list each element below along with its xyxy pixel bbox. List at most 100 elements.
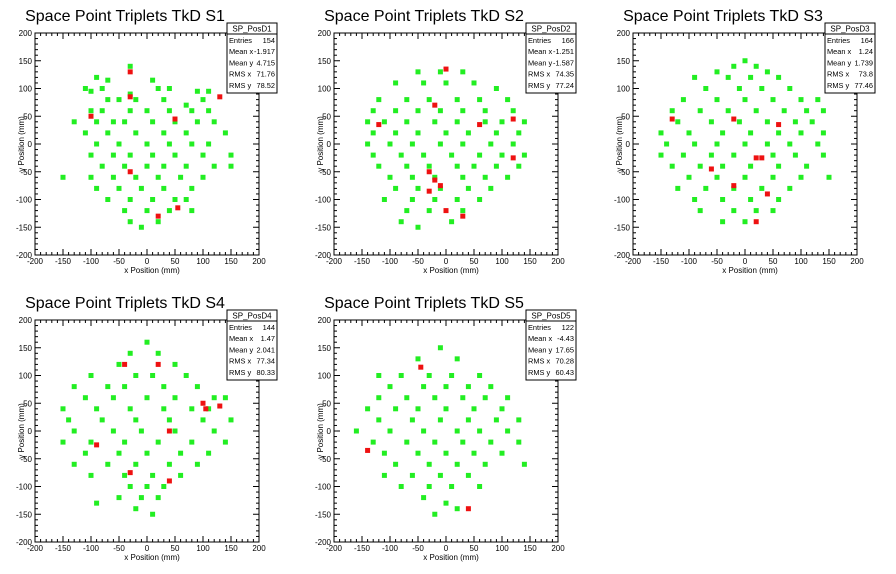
y-tick-label: 200 xyxy=(318,29,332,38)
data-bin-high xyxy=(127,169,133,175)
data-bin xyxy=(161,130,167,136)
y-tick-label: 100 xyxy=(19,372,33,381)
y-tick-label: 0 xyxy=(28,140,33,149)
data-bin xyxy=(736,119,742,125)
data-bin xyxy=(720,219,726,225)
x-tick-label: -50 xyxy=(113,544,125,553)
data-bins xyxy=(60,339,234,517)
stats-value: 80.33 xyxy=(257,368,276,377)
x-axis-label: x Position (mm) xyxy=(124,266,180,275)
data-bin xyxy=(376,163,382,169)
data-bin xyxy=(680,152,686,158)
data-bin xyxy=(127,63,133,69)
stats-label: RMS x xyxy=(827,70,849,79)
data-bin xyxy=(770,174,776,180)
data-bin xyxy=(200,97,206,103)
data-bin xyxy=(206,108,212,114)
x-tick-label: 50 xyxy=(470,257,479,266)
data-bin xyxy=(488,439,494,445)
x-tick-label: 200 xyxy=(551,544,565,553)
data-bin xyxy=(731,63,737,69)
data-bin xyxy=(222,439,228,445)
data-bin xyxy=(432,511,438,517)
data-bin xyxy=(415,224,421,230)
data-bin-high xyxy=(365,447,371,453)
data-bin xyxy=(460,395,466,401)
data-bin xyxy=(381,450,387,456)
data-bin xyxy=(776,74,782,80)
data-bin xyxy=(387,384,393,390)
data-bin xyxy=(415,185,421,191)
data-bin xyxy=(144,339,150,345)
data-bin xyxy=(742,219,748,225)
stats-label: Mean y xyxy=(229,58,254,67)
data-bin-high xyxy=(510,155,516,161)
data-bin xyxy=(815,97,821,103)
stats-value: 70.28 xyxy=(556,357,575,366)
chart-panel-1: Space Point Triplets TkD S1 -200 -150 -100 -… xyxy=(16,8,278,275)
data-bin xyxy=(443,384,449,390)
data-bin xyxy=(437,417,443,423)
data-bin xyxy=(211,163,217,169)
data-bin xyxy=(144,395,150,401)
data-bin xyxy=(94,141,100,147)
data-bin xyxy=(764,141,770,147)
data-bin xyxy=(742,97,748,103)
data-bin xyxy=(127,484,133,489)
data-bin xyxy=(432,197,438,202)
data-bin xyxy=(222,130,228,136)
y-tick-label: 50 xyxy=(322,112,331,121)
data-bin xyxy=(82,86,88,91)
data-bin-high xyxy=(426,169,432,175)
data-bin xyxy=(178,450,184,456)
data-bin xyxy=(155,219,161,225)
data-bin xyxy=(493,417,499,423)
data-bin xyxy=(133,506,139,512)
x-tick-label: -100 xyxy=(83,544,100,553)
x-tick-label: 0 xyxy=(145,544,150,553)
stats-label: RMS y xyxy=(827,81,849,90)
data-bin xyxy=(110,395,116,401)
data-bin xyxy=(393,406,399,412)
stats-label: Entries xyxy=(528,36,551,45)
y-tick-label: 200 xyxy=(617,29,631,38)
y-tick-label: 200 xyxy=(19,29,33,38)
y-tick-label: -150 xyxy=(16,223,33,232)
data-bin xyxy=(465,185,471,191)
x-tick-label: -200 xyxy=(27,544,44,553)
stats-label: Entries xyxy=(229,36,252,45)
x-tick-label: -100 xyxy=(382,257,399,266)
data-bin xyxy=(686,174,692,180)
data-bin xyxy=(127,219,133,225)
stats-value: 71.76 xyxy=(257,70,276,79)
data-bin-high xyxy=(418,364,424,370)
stats-body xyxy=(525,33,577,94)
data-bin xyxy=(60,174,66,180)
data-bin xyxy=(116,185,122,191)
data-bin xyxy=(708,152,714,158)
data-bin xyxy=(692,74,698,80)
data-bin xyxy=(381,119,387,125)
data-bin xyxy=(415,130,421,136)
stats-label: RMS y xyxy=(229,368,251,377)
data-bin xyxy=(742,141,748,147)
data-bin xyxy=(426,97,432,103)
data-bin-high xyxy=(764,191,770,197)
data-bin xyxy=(437,108,443,114)
data-bin xyxy=(127,108,133,114)
data-bin xyxy=(365,406,371,412)
data-bin xyxy=(393,461,399,467)
data-bin-high xyxy=(669,116,675,122)
data-bin xyxy=(748,74,754,80)
data-bin xyxy=(443,450,449,456)
x-tick-label: -200 xyxy=(27,257,44,266)
data-bin xyxy=(426,208,432,214)
data-bin xyxy=(770,208,776,214)
y-tick-label: -150 xyxy=(614,223,631,232)
data-bin xyxy=(144,108,150,114)
x-tick-label: -150 xyxy=(653,257,670,266)
data-bin xyxy=(94,185,100,191)
data-bin xyxy=(714,141,720,147)
data-bin xyxy=(454,461,460,467)
chart-panel-3: Space Point Triplets TkD S3 -200 -150 -100 -… xyxy=(614,8,876,275)
